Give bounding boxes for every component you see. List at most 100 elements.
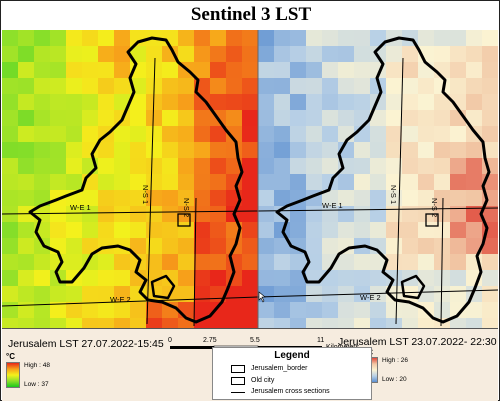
lst-pixel <box>210 126 226 142</box>
lst-pixel <box>386 46 402 62</box>
left-low-label: Low : 37 <box>24 381 49 388</box>
lst-pixel <box>82 110 98 126</box>
lst-pixel <box>178 318 194 328</box>
lst-pixel <box>18 142 34 158</box>
lst-pixel <box>210 46 226 62</box>
lst-pixel <box>402 222 418 238</box>
lst-pixel <box>162 110 178 126</box>
lst-pixel <box>386 126 402 142</box>
lst-pixel <box>274 142 290 158</box>
lst-pixel <box>402 174 418 190</box>
lst-pixel <box>338 110 354 126</box>
left-panel-label: Jerusalem LST 27.07.2022-15:45 <box>8 338 164 350</box>
legend-oldcity-swatch <box>231 377 245 385</box>
lst-pixel <box>434 94 450 110</box>
lst-pixel <box>274 62 290 78</box>
lst-pixel <box>258 142 274 158</box>
lst-pixel <box>18 318 34 328</box>
lst-pixel <box>450 254 466 270</box>
lst-pixel <box>18 110 34 126</box>
lst-pixel <box>162 78 178 94</box>
left-high-label: High : 48 <box>24 362 51 369</box>
lst-pixel <box>466 46 482 62</box>
lst-pixel <box>290 142 306 158</box>
lst-pixel <box>146 126 162 142</box>
lst-pixel <box>450 158 466 174</box>
lst-pixel <box>258 30 274 46</box>
lst-pixel <box>82 206 98 222</box>
lst-pixel <box>434 302 450 318</box>
lst-pixel <box>194 270 210 286</box>
lst-pixel <box>306 222 322 238</box>
lst-pixel <box>338 238 354 254</box>
lst-pixel <box>18 270 34 286</box>
lst-pixel <box>338 30 354 46</box>
lst-pixel <box>2 302 18 318</box>
lst-pixel <box>322 190 338 206</box>
lst-pixel <box>354 62 370 78</box>
lst-pixel <box>162 46 178 62</box>
jerusalem-border-right <box>275 36 491 324</box>
lst-pixel <box>258 46 274 62</box>
lst-pixel <box>146 270 162 286</box>
lst-pixel <box>114 158 130 174</box>
lst-pixel <box>290 270 306 286</box>
left-unit: °C <box>6 352 15 361</box>
lst-pixel <box>34 190 50 206</box>
lst-pixel <box>66 238 82 254</box>
lst-pixel <box>2 110 18 126</box>
lst-pixel <box>114 254 130 270</box>
lst-pixel <box>114 142 130 158</box>
lst-pixel <box>130 110 146 126</box>
lst-pixel <box>50 222 66 238</box>
lst-pixel <box>82 190 98 206</box>
lst-pixel <box>130 318 146 328</box>
lst-pixel <box>98 94 114 110</box>
lst-pixel <box>450 206 466 222</box>
lst-pixel <box>114 286 130 302</box>
lst-pixel <box>226 30 242 46</box>
lst-pixel <box>162 206 178 222</box>
lst-pixel <box>130 94 146 110</box>
lst-pixel <box>466 158 482 174</box>
lst-pixel <box>306 206 322 222</box>
lst-pixel <box>338 62 354 78</box>
lst-pixel <box>354 158 370 174</box>
lst-pixel <box>226 110 242 126</box>
lst-pixel <box>402 158 418 174</box>
lst-pixel <box>482 126 498 142</box>
right-high-label: High : 26 <box>382 357 409 364</box>
lst-pixel <box>242 126 258 142</box>
lst-pixel <box>290 62 306 78</box>
lst-pixel <box>210 94 226 110</box>
legend-item-crosssections: Jerusalem cross sections <box>251 388 330 395</box>
lst-pixel <box>450 286 466 302</box>
lst-pixel <box>114 62 130 78</box>
lst-pixel <box>82 142 98 158</box>
lst-pixel <box>418 158 434 174</box>
lst-pixel <box>386 78 402 94</box>
lst-pixel <box>98 206 114 222</box>
lst-pixel <box>322 62 338 78</box>
lst-pixel <box>306 174 322 190</box>
lst-pixel <box>210 174 226 190</box>
lst-pixel <box>386 190 402 206</box>
cross-section-ns1-right <box>395 57 404 325</box>
lst-pixel <box>386 174 402 190</box>
lst-pixel <box>98 302 114 318</box>
old-city-right <box>425 213 439 227</box>
lst-pixel <box>290 286 306 302</box>
legend-crosssection-swatch <box>231 392 245 393</box>
lst-pixel <box>242 270 258 286</box>
lst-pixel <box>450 142 466 158</box>
lst-pixel <box>418 94 434 110</box>
lst-pixel <box>34 62 50 78</box>
lst-pixel <box>178 222 194 238</box>
lst-pixel <box>18 30 34 46</box>
lst-pixel <box>178 94 194 110</box>
lst-pixel <box>434 142 450 158</box>
lst-pixel <box>290 318 306 328</box>
lst-pixel <box>178 286 194 302</box>
lst-pixel <box>50 94 66 110</box>
lst-pixel <box>146 254 162 270</box>
